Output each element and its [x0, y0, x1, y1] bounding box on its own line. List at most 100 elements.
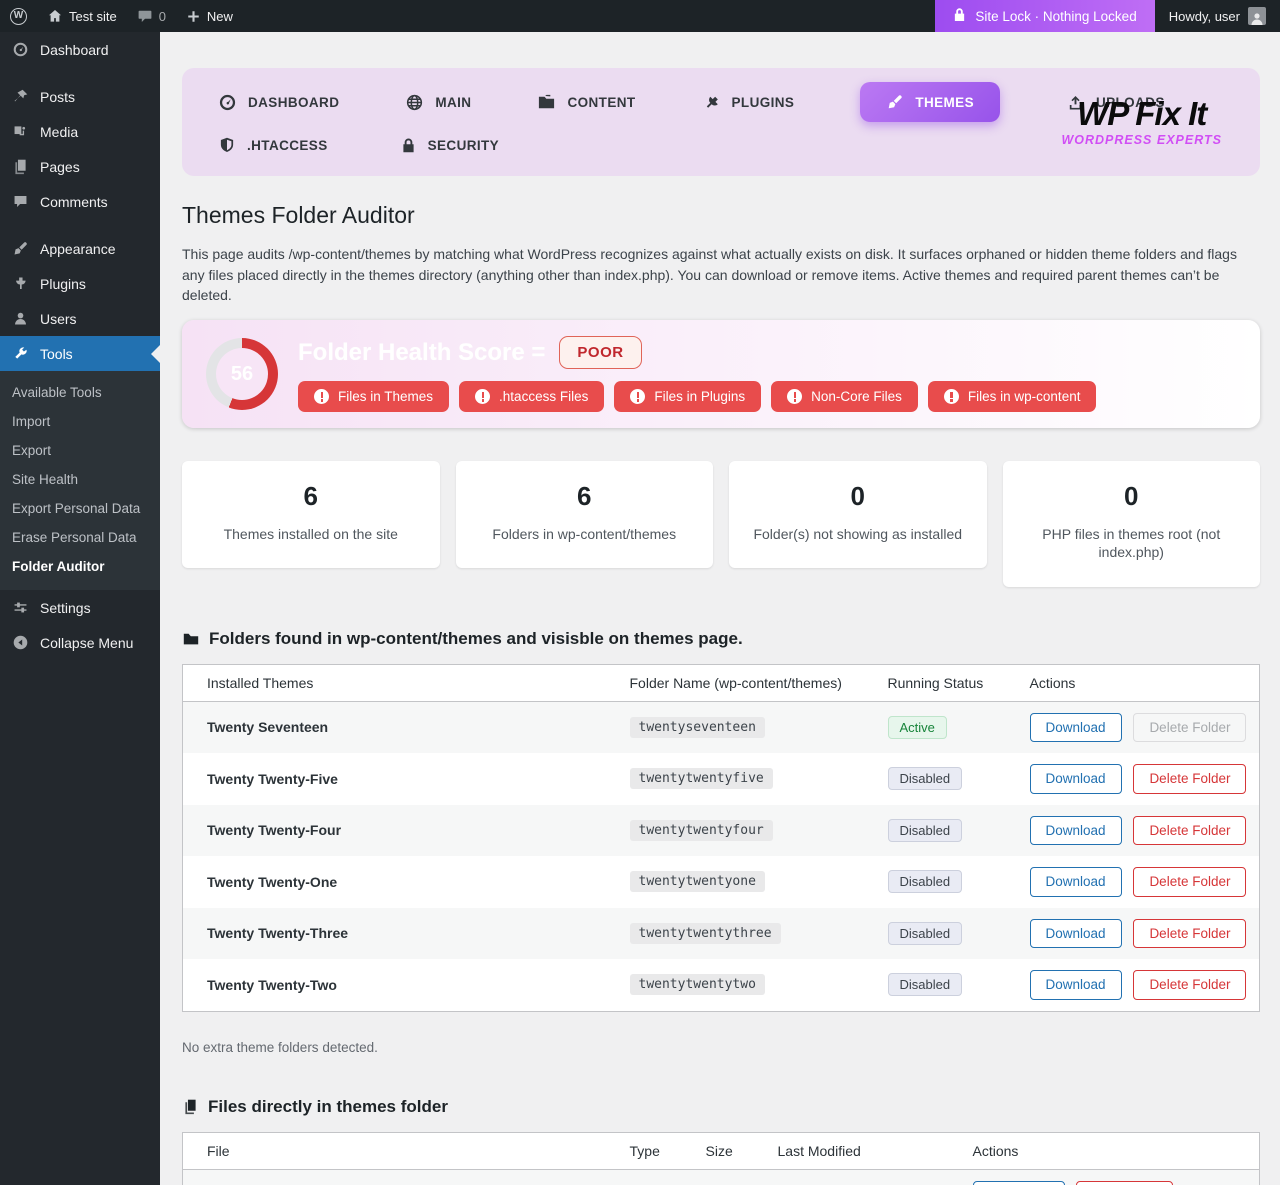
submenu-item-erase-personal-data[interactable]: Erase Personal Data [12, 530, 137, 545]
download-button[interactable]: Download [1029, 815, 1122, 846]
menu-separator [0, 67, 160, 79]
delete-folder-button[interactable]: Delete Folder [1133, 764, 1247, 794]
submenu-item-site-health[interactable]: Site Health [12, 472, 79, 487]
file-type: PHP [618, 1169, 694, 1185]
download-button[interactable]: Download [972, 1180, 1065, 1185]
folder-name-chip: twentytwentythree [629, 922, 781, 944]
tools-submenu: Available Tools Import Export Site Healt… [0, 371, 160, 590]
stat-label: Themes installed on the site [223, 526, 398, 543]
column-actions: Actions [960, 1132, 1260, 1170]
delete-folder-button[interactable]: Delete Folder [1133, 815, 1247, 846]
tab-main[interactable]: MAIN [405, 85, 471, 120]
download-button[interactable]: Download [1029, 970, 1122, 1000]
stat-label: Folders in wp-content/themes [492, 526, 677, 543]
issue-files-in-themes[interactable]: Files in Themes [298, 381, 450, 413]
sidebar-item-label: Tools [40, 345, 73, 362]
tab-plugins[interactable]: PLUGINS [702, 85, 795, 120]
site-name-label: Test site [69, 8, 117, 24]
delete-folder-button[interactable]: Delete Folder [1133, 970, 1247, 1000]
sidebar-item-collapse-menu[interactable]: Collapse Menu [0, 625, 160, 660]
download-button[interactable]: Download [1029, 712, 1122, 743]
folder-name-chip: twentytwentyfour [629, 819, 773, 841]
sidebar-item-settings[interactable]: Settings [0, 590, 160, 625]
site-name-link[interactable]: Test site [37, 0, 127, 32]
media-icon [10, 123, 30, 140]
download-button[interactable]: Download [1029, 918, 1122, 949]
folder-icon [182, 630, 200, 648]
sidebar-item-plugins[interactable]: Plugins [0, 266, 160, 301]
sidebar-item-users[interactable]: Users [0, 301, 160, 336]
theme-name: Twenty Twenty-One [207, 873, 338, 890]
site-lock-badge[interactable]: Site Lock · Nothing Locked [935, 0, 1155, 32]
wp-logo-menu[interactable]: W [0, 0, 37, 32]
health-score-gauge: 56 [206, 338, 278, 411]
tab-dashboard[interactable]: DASHBOARD [218, 85, 339, 120]
themes-table-header: Installed Themes Folder Name (wp-content… [182, 664, 1260, 702]
issue-htaccess-files[interactable]: .htaccess Files [459, 381, 605, 413]
status-badge: Disabled [887, 870, 963, 894]
sidebar-item-dashboard[interactable]: Dashboard [0, 32, 160, 67]
theme-name: Twenty Seventeen [207, 719, 329, 736]
sidebar-item-label: Collapse Menu [40, 634, 134, 651]
paintbrush-icon [886, 93, 904, 111]
sidebar-item-tools[interactable]: Tools [0, 336, 160, 371]
page-description: This page audits /wp-content/themes by m… [182, 246, 1237, 303]
tab-htaccess[interactable]: .HTACCESS [218, 128, 328, 162]
tab-themes[interactable]: THEMES [860, 82, 1000, 122]
wp-fix-it-logo[interactable]: WP Fix It WORDPRESS EXPERTS [1061, 97, 1222, 147]
submenu-item-folder-auditor[interactable]: Folder Auditor [12, 559, 105, 574]
issue-files-in-plugins[interactable]: Files in Plugins [614, 381, 762, 413]
delete-folder-button[interactable]: Delete Folder [1133, 918, 1247, 949]
column-type: Type [617, 1132, 694, 1170]
pushpin-icon [10, 88, 30, 105]
theme-name: Twenty Twenty-Five [207, 770, 338, 787]
stat-themes-installed: 6 Themes installed on the site [182, 461, 440, 569]
submenu-item-import[interactable]: Import [12, 414, 51, 429]
user-account-menu[interactable]: Howdy, user [1155, 7, 1280, 25]
comments-indicator[interactable]: 0 [127, 0, 176, 32]
wrench-icon [10, 345, 30, 362]
comments-icon [10, 193, 30, 210]
file-size: 28 B [694, 1169, 766, 1185]
stat-folders-in-themes: 6 Folders in wp-content/themes [455, 461, 713, 569]
download-button[interactable]: Download [1029, 764, 1122, 794]
sidebar-item-appearance[interactable]: Appearance [0, 231, 160, 266]
column-last-modified: Last Modified [765, 1132, 961, 1170]
issue-files-in-wp-content[interactable]: Files in wp-content [927, 381, 1097, 413]
tab-security[interactable]: SECURITY [400, 129, 499, 162]
files-section-heading: Files directly in themes folder [182, 1097, 1260, 1117]
files-table: File Type Size Last Modified Actions ind… [182, 1131, 1260, 1185]
tab-label: CONTENT [567, 94, 636, 110]
paintbrush-icon [10, 240, 30, 257]
lock-icon [400, 137, 417, 154]
tab-content[interactable]: CONTENT [537, 85, 635, 120]
download-button[interactable]: Download [1029, 867, 1122, 897]
submenu-item-available-tools[interactable]: Available Tools [12, 385, 102, 400]
delete-file-button[interactable]: Delete File [1076, 1180, 1173, 1185]
exclamation-icon [630, 389, 646, 405]
issue-non-core-files[interactable]: Non-Core Files [771, 381, 918, 413]
site-lock-label: Site Lock · Nothing Locked [975, 8, 1137, 24]
stat-label: PHP files in themes root (not index.php) [1042, 526, 1221, 561]
sidebar: Dashboard Posts Media Pages Comments [0, 32, 160, 1185]
sidebar-item-pages[interactable]: Pages [0, 149, 160, 184]
tab-uploads[interactable]: UPLOADS [1066, 85, 1165, 120]
plug-icon [10, 275, 30, 292]
submenu-item-export-personal-data[interactable]: Export Personal Data [12, 501, 141, 516]
sidebar-item-media[interactable]: Media [0, 114, 160, 149]
column-size: Size [693, 1132, 766, 1170]
tab-label: DASHBOARD [248, 94, 340, 110]
nav-row-2: .HTACCESS SECURITY [218, 128, 1098, 162]
new-content-menu[interactable]: New [176, 0, 243, 32]
logo-subtitle: WORDPRESS EXPERTS [1061, 133, 1222, 147]
health-banner-body: Folder Health Score = POOR Files in Them… [298, 336, 1236, 413]
sidebar-item-comments[interactable]: Comments [0, 184, 160, 219]
sidebar-item-label: Pages [40, 158, 80, 175]
sidebar-item-label: Plugins [40, 275, 86, 292]
submenu-item-export[interactable]: Export [12, 443, 52, 458]
user-icon [10, 310, 30, 327]
delete-folder-button[interactable]: Delete Folder [1133, 867, 1247, 897]
sidebar-item-posts[interactable]: Posts [0, 79, 160, 114]
logo-title: WP Fix It [1077, 95, 1207, 132]
